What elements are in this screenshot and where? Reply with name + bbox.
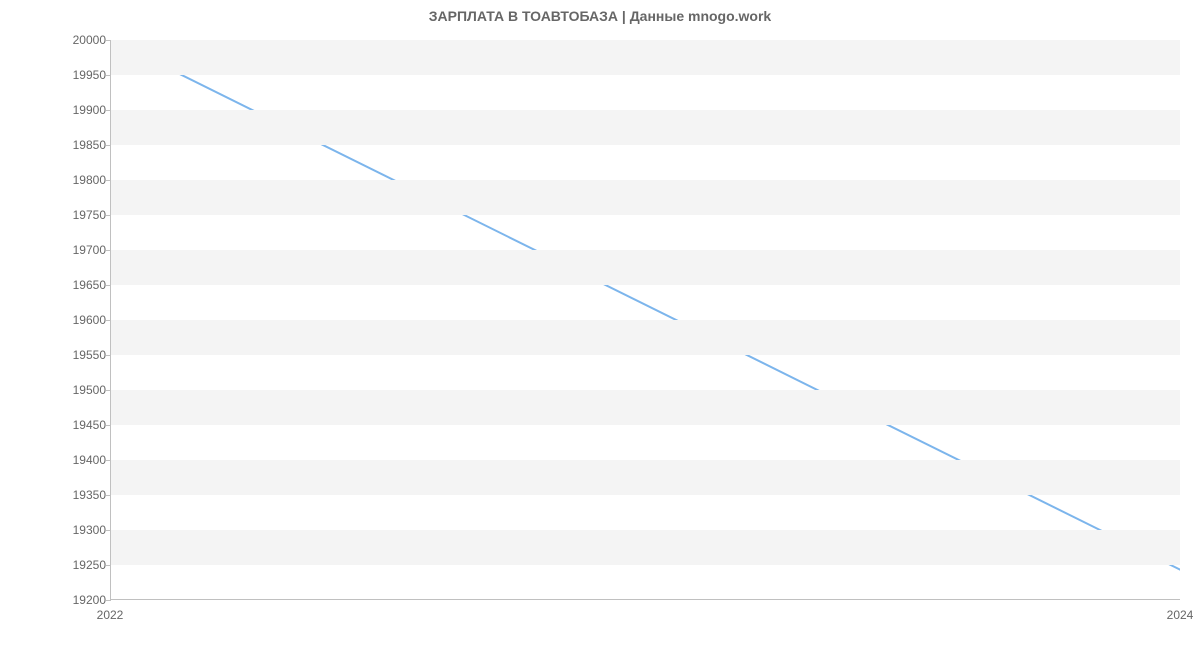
y-tick-mark — [106, 145, 111, 146]
y-tick-mark — [106, 530, 111, 531]
plot-band — [111, 110, 1180, 145]
y-tick-mark — [106, 425, 111, 426]
x-tick-label: 2022 — [97, 608, 124, 622]
y-tick-mark — [106, 215, 111, 216]
y-tick-mark — [106, 565, 111, 566]
y-tick-label: 19650 — [46, 278, 106, 292]
y-tick-mark — [106, 110, 111, 111]
y-tick-label: 19300 — [46, 523, 106, 537]
y-tick-mark — [106, 600, 111, 601]
x-tick-label: 2024 — [1167, 608, 1194, 622]
y-tick-label: 19900 — [46, 103, 106, 117]
y-tick-label: 19400 — [46, 453, 106, 467]
plot-band — [111, 390, 1180, 425]
y-tick-mark — [106, 390, 111, 391]
y-tick-label: 19800 — [46, 173, 106, 187]
plot-band — [111, 250, 1180, 285]
y-tick-label: 19750 — [46, 208, 106, 222]
y-tick-label: 19600 — [46, 313, 106, 327]
plot-area — [110, 40, 1180, 600]
y-tick-label: 19500 — [46, 383, 106, 397]
y-tick-mark — [106, 75, 111, 76]
y-tick-label: 19200 — [46, 593, 106, 607]
y-tick-mark — [106, 320, 111, 321]
plot-band — [111, 460, 1180, 495]
salary-line-chart: ЗАРПЛАТА В ТОАВТОБАЗА | Данные mnogo.wor… — [0, 0, 1200, 650]
y-tick-mark — [106, 180, 111, 181]
y-tick-mark — [106, 355, 111, 356]
y-tick-label: 19700 — [46, 243, 106, 257]
y-tick-label: 19950 — [46, 68, 106, 82]
plot-band — [111, 40, 1180, 75]
y-tick-label: 19250 — [46, 558, 106, 572]
chart-title: ЗАРПЛАТА В ТОАВТОБАЗА | Данные mnogo.wor… — [0, 8, 1200, 24]
y-tick-label: 19850 — [46, 138, 106, 152]
plot-band — [111, 530, 1180, 565]
y-tick-label: 19350 — [46, 488, 106, 502]
y-tick-label: 20000 — [46, 33, 106, 47]
y-tick-label: 19450 — [46, 418, 106, 432]
y-tick-mark — [106, 285, 111, 286]
y-tick-mark — [106, 495, 111, 496]
y-tick-mark — [106, 460, 111, 461]
y-tick-mark — [106, 40, 111, 41]
y-tick-mark — [106, 250, 111, 251]
plot-band — [111, 180, 1180, 215]
plot-band — [111, 320, 1180, 355]
y-tick-label: 19550 — [46, 348, 106, 362]
